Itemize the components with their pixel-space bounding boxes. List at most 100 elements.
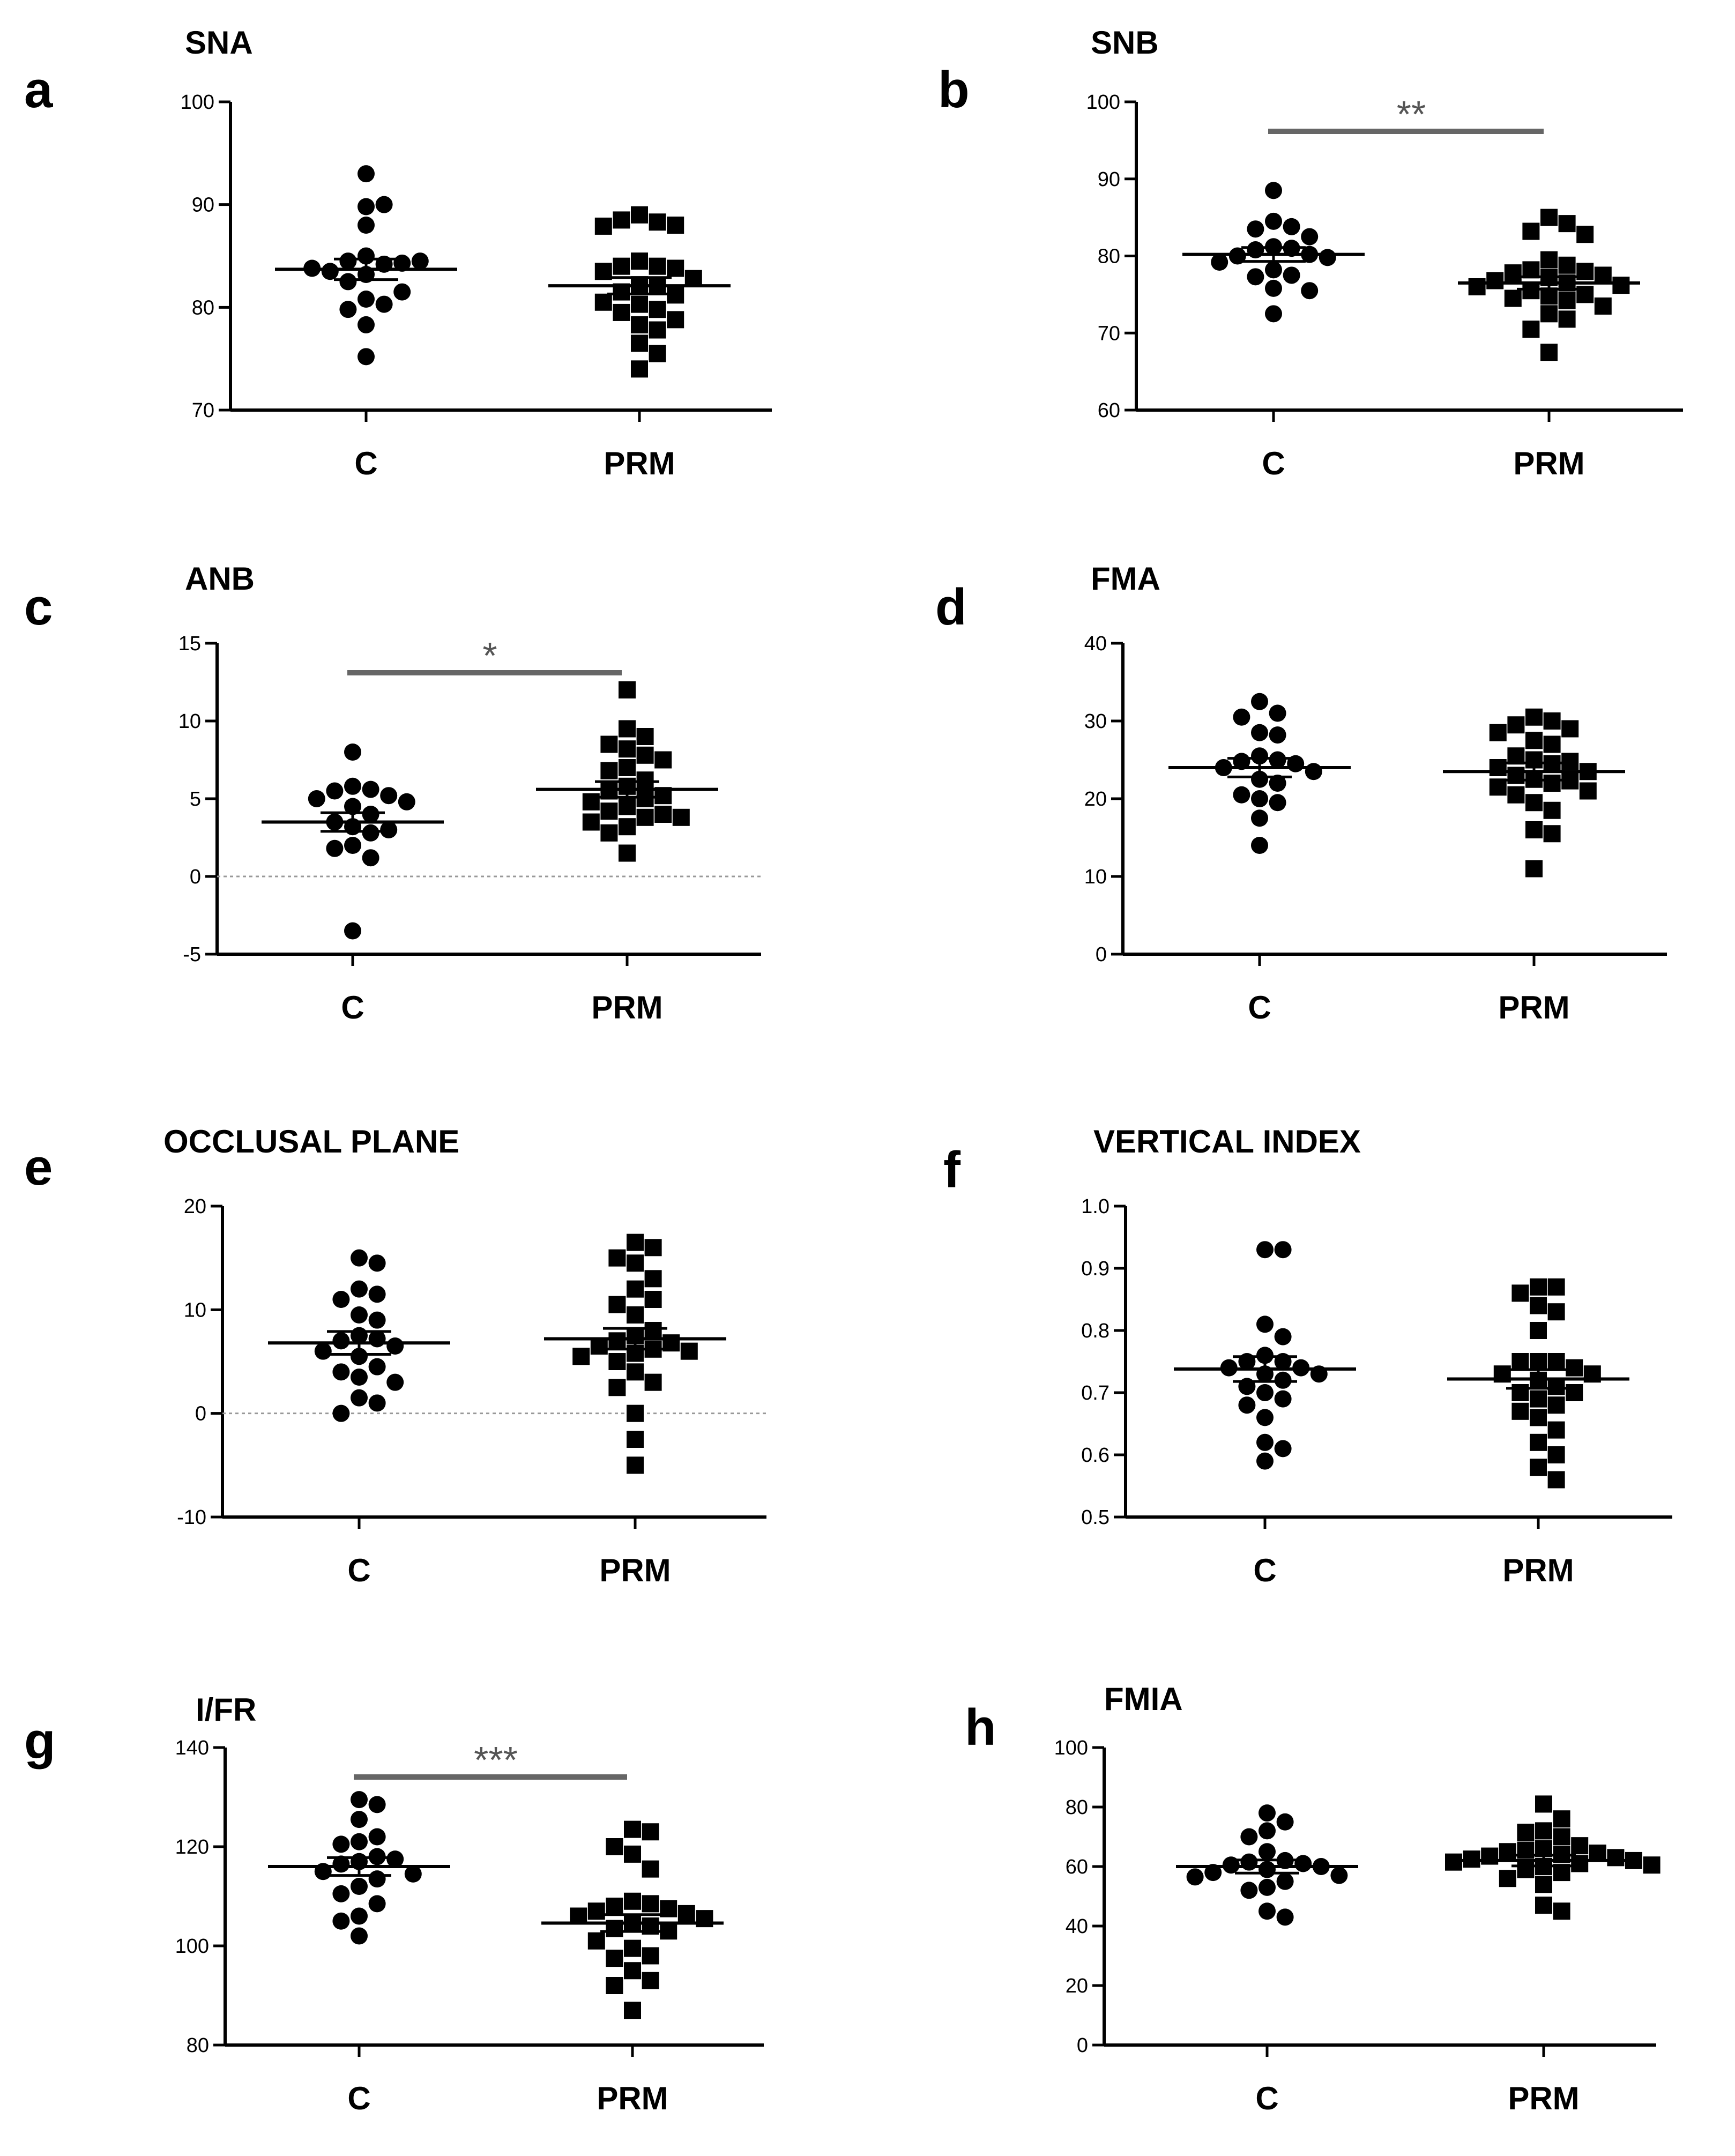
y-tick-label: 0 xyxy=(190,866,201,888)
y-tick-label: 0.9 xyxy=(1081,1258,1109,1280)
data-point xyxy=(1259,1843,1276,1861)
data-point xyxy=(642,1947,659,1965)
data-point xyxy=(624,1892,641,1910)
data-point xyxy=(362,849,379,867)
data-point xyxy=(606,1950,623,1967)
data-point xyxy=(672,808,690,826)
data-point xyxy=(582,813,600,831)
data-point xyxy=(1558,292,1576,309)
data-point xyxy=(351,1878,368,1895)
data-point xyxy=(368,1895,386,1913)
data-point xyxy=(1558,310,1576,328)
data-point xyxy=(1535,1876,1552,1893)
y-tick-label: 100 xyxy=(181,91,214,114)
data-point xyxy=(1594,297,1612,315)
chart-title: ANB xyxy=(185,561,255,597)
data-point xyxy=(631,316,648,333)
data-point xyxy=(1543,775,1561,792)
panel-letter: g xyxy=(24,1712,56,1770)
data-point xyxy=(1511,1384,1529,1401)
data-point xyxy=(375,196,393,213)
data-point xyxy=(594,217,612,235)
data-point xyxy=(667,311,684,329)
data-point xyxy=(600,802,618,820)
data-point xyxy=(624,1820,641,1838)
data-point xyxy=(649,213,666,231)
x-category-label: C xyxy=(1248,990,1271,1025)
data-point xyxy=(600,824,618,842)
data-point xyxy=(636,771,654,789)
data-point xyxy=(351,1833,368,1850)
y-tick-label: 10 xyxy=(1084,866,1107,888)
data-point xyxy=(358,165,375,183)
data-point xyxy=(1571,1837,1589,1855)
data-point xyxy=(393,283,411,301)
data-point xyxy=(1240,1828,1258,1846)
data-point xyxy=(644,1291,662,1308)
data-point xyxy=(1204,1864,1222,1882)
data-point xyxy=(667,217,684,234)
data-point xyxy=(1540,251,1558,269)
data-point xyxy=(368,1394,386,1412)
data-point xyxy=(1259,1804,1276,1822)
data-point xyxy=(1547,1378,1565,1395)
data-point xyxy=(1247,268,1264,286)
data-point xyxy=(1540,344,1558,361)
data-point xyxy=(1486,272,1504,289)
data-point xyxy=(1522,222,1540,240)
x-category-label: C xyxy=(354,445,377,481)
data-point xyxy=(332,1912,350,1930)
data-point xyxy=(1517,1824,1535,1841)
chart-title: I/FR xyxy=(196,1692,256,1728)
chart-panel-a: a SNA 70 80 90 100 C PRM xyxy=(24,25,772,481)
data-point xyxy=(619,798,636,815)
y-tick-label: 0.8 xyxy=(1081,1320,1109,1342)
y-tick-label: 40 xyxy=(1084,633,1107,655)
data-point xyxy=(368,1870,386,1888)
data-point xyxy=(1522,321,1540,338)
data-point xyxy=(680,1342,698,1360)
data-point xyxy=(1211,254,1228,271)
data-point xyxy=(1256,1409,1274,1426)
data-point xyxy=(368,1311,386,1329)
y-tick-label: 10 xyxy=(184,1299,206,1321)
data-point xyxy=(1530,1278,1547,1296)
data-point xyxy=(649,301,666,318)
data-point xyxy=(1251,837,1268,854)
data-point xyxy=(1525,860,1543,878)
data-point xyxy=(627,1404,644,1422)
data-point xyxy=(1274,1328,1292,1345)
data-point xyxy=(636,746,654,764)
chart-panel-b: b SNB 60 70 80 90 100 C PRM ** xyxy=(938,25,1683,481)
data-point xyxy=(386,1373,404,1391)
data-point xyxy=(1499,1843,1516,1861)
panel-letter: e xyxy=(24,1139,53,1196)
y-tick-label: 0.5 xyxy=(1081,1506,1109,1529)
data-point xyxy=(1265,212,1282,230)
data-point xyxy=(339,252,357,270)
data-point xyxy=(631,206,648,224)
chart-panel-f: f VERTICAL INDEX 0.5 0.6 0.7 0.8 0.9 1.0 C PRM xyxy=(943,1124,1672,1588)
data-point xyxy=(358,316,375,333)
data-point xyxy=(1571,1855,1589,1872)
data-point xyxy=(314,1342,332,1360)
data-point xyxy=(627,1280,644,1298)
y-tick-label: 1.0 xyxy=(1081,1195,1109,1218)
data-point xyxy=(654,751,672,769)
data-point xyxy=(344,837,361,854)
data-point xyxy=(608,1332,626,1350)
y-tick-label: -10 xyxy=(177,1506,206,1529)
data-point xyxy=(339,273,357,291)
chart-title: FMA xyxy=(1091,561,1160,597)
data-point xyxy=(1511,1353,1529,1370)
data-point xyxy=(1547,1421,1565,1439)
y-tick-label: 60 xyxy=(1066,1856,1088,1878)
data-point xyxy=(1511,1284,1529,1302)
x-category-label: C xyxy=(347,1552,370,1588)
data-point xyxy=(1553,1828,1570,1846)
y-tick-label: 60 xyxy=(1098,399,1120,422)
data-point xyxy=(1547,1471,1565,1489)
panel-letter: b xyxy=(938,61,970,118)
data-point xyxy=(1607,1849,1625,1867)
data-point xyxy=(344,798,361,815)
